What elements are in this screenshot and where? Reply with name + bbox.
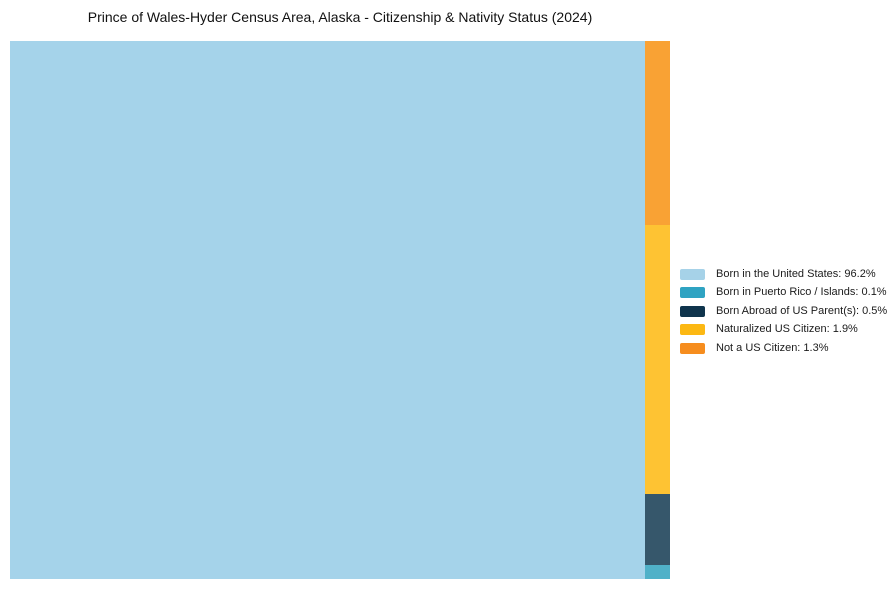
treemap: [10, 41, 670, 579]
legend-item-born-abroad-of-us-parents: Born Abroad of US Parent(s): 0.5%: [680, 302, 887, 321]
legend-item-born-in-the-united-states: Born in the United States: 96.2%: [680, 265, 887, 284]
legend-swatch: [680, 342, 705, 354]
treemap-cell-born-abroad-of-us-parents[interactable]: [644, 494, 670, 565]
treemap-cell-not-a-us-citizen[interactable]: [644, 41, 670, 226]
treemap-column: [644, 41, 670, 579]
legend-item-not-a-us-citizen: Not a US Citizen: 1.3%: [680, 339, 887, 358]
legend-swatch: [680, 287, 705, 299]
chart-title: Prince of Wales-Hyder Census Area, Alask…: [87, 9, 593, 25]
legend-item-born-in-puerto-rico-islands: Born in Puerto Rico / Islands: 0.1%: [680, 284, 887, 303]
legend-item-label: Born Abroad of US Parent(s): 0.5%: [716, 304, 888, 317]
treemap-cell-naturalized-us-citizen[interactable]: [644, 225, 670, 495]
legend-item-label: Not a US Citizen: 1.3%: [716, 341, 829, 354]
legend-item-label: Born in the United States: 96.2%: [716, 267, 876, 280]
legend-item-label: Naturalized US Citizen: 1.9%: [716, 323, 858, 336]
legend-swatch: [680, 305, 705, 317]
legend: Born in the United States: 96.2% Born in…: [680, 265, 887, 358]
treemap-cell-born-in-the-united-states[interactable]: [10, 41, 645, 579]
legend-swatch: [680, 324, 705, 336]
legend-swatch: [680, 268, 705, 280]
treemap-cell-born-in-puerto-rico-islands[interactable]: [644, 564, 670, 579]
legend-item-label: Born in Puerto Rico / Islands: 0.1%: [716, 286, 887, 299]
legend-item-naturalized-us-citizen: Naturalized US Citizen: 1.9%: [680, 321, 887, 340]
